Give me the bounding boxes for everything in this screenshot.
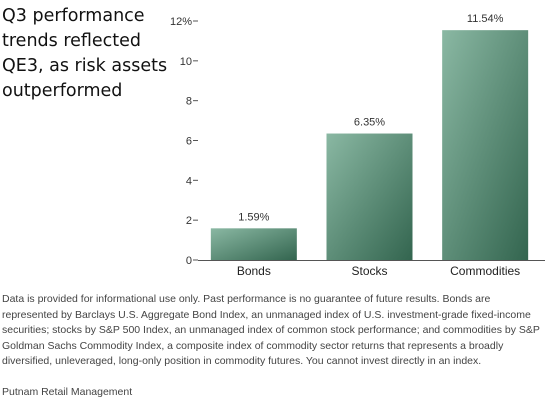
- category-label-bonds: Bonds: [237, 264, 271, 278]
- chart-headline: Q3 performance trends reflected QE3, as …: [2, 6, 168, 101]
- category-label-commodities: Commodities: [450, 264, 520, 278]
- bar-bonds: [210, 228, 297, 260]
- source-credit: Putnam Retail Management: [2, 386, 133, 398]
- bars-group: 1.59% 6.35% 11.54%: [210, 13, 529, 260]
- y-tick-label: 2: [186, 215, 192, 227]
- y-tick-label: 0: [186, 255, 192, 267]
- x-axis: Bonds Stocks Commodities: [198, 260, 545, 278]
- data-label-stocks: 6.35%: [354, 117, 385, 129]
- y-tick-label: 6: [186, 136, 192, 148]
- y-tick-label: 10: [180, 56, 192, 68]
- bar-commodities: [442, 30, 529, 260]
- data-label-bonds: 1.59%: [238, 211, 269, 223]
- footnote-disclaimer: Data is provided for informational use o…: [2, 293, 540, 367]
- bar-stocks: [326, 133, 413, 260]
- y-axis: 0 2 4 6 8 10 12%: [170, 16, 198, 267]
- y-tick-label: 4: [186, 175, 192, 187]
- y-tick-label: 12%: [170, 16, 192, 28]
- data-label-commodities: 11.54%: [467, 13, 504, 25]
- y-tick-label: 8: [186, 96, 192, 108]
- bar-chart: 0 2 4 6 8 10 12% 1.59% 6.35% 11.54% Bonds Stocks C…: [170, 13, 545, 278]
- category-label-stocks: Stocks: [351, 264, 387, 278]
